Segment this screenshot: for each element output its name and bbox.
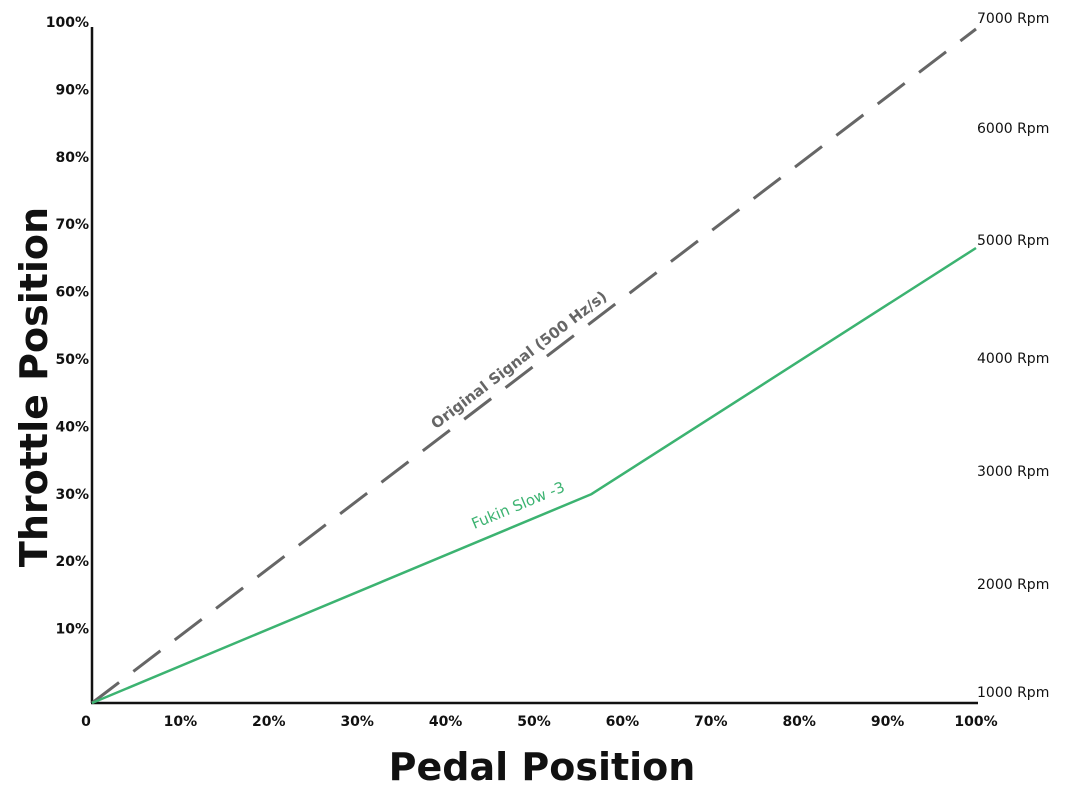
y-tick-label: 100% <box>46 15 89 31</box>
y-axis-title: Throttle Position <box>12 207 56 567</box>
x-tick-label: 80% <box>782 714 816 730</box>
rpm-label: 6000 Rpm <box>977 121 1049 137</box>
tick-labels: 0 10% 20% 30% 40% 50% 60% 70% 80% 90% 100% 10% 20% 30… <box>46 11 1050 730</box>
rpm-label: 4000 Rpm <box>977 351 1049 367</box>
rpm-label: 1000 Rpm <box>977 685 1049 701</box>
rpm-label: 3000 Rpm <box>977 464 1049 480</box>
y-tick-label: 10% <box>55 622 89 638</box>
y-tick-label: 80% <box>55 150 89 166</box>
x-tick-label: 60% <box>606 714 640 730</box>
y-tick-label: 60% <box>55 285 89 301</box>
rpm-label: 5000 Rpm <box>977 233 1049 249</box>
x-tick-label: 20% <box>252 714 286 730</box>
fukin-slow-line <box>91 246 977 705</box>
x-tick-label: 0 <box>81 714 91 730</box>
y-tick-label: 30% <box>55 487 89 503</box>
x-tick-label: 10% <box>164 714 198 730</box>
x-tick-label: 50% <box>517 714 551 730</box>
x-tick-label: 40% <box>429 714 463 730</box>
original-signal-line <box>91 27 977 705</box>
series-lines <box>91 27 977 705</box>
axes <box>90 27 978 705</box>
original-signal-label: Original Signal (500 Hz/s) <box>428 287 611 432</box>
x-tick-label: 70% <box>694 714 728 730</box>
y-tick-label: 50% <box>55 352 89 368</box>
y-tick-label: 40% <box>55 419 89 435</box>
x-tick-label: 90% <box>871 714 905 730</box>
y-tick-label: 90% <box>55 82 89 98</box>
x-tick-label: 100% <box>954 714 997 730</box>
x-tick-label: 30% <box>340 714 374 730</box>
rpm-label: 7000 Rpm <box>977 11 1049 27</box>
series-labels: Original Signal (500 Hz/s)Fukin Slow -3 <box>428 287 611 533</box>
y-tick-label: 70% <box>55 217 89 233</box>
y-tick-label: 20% <box>55 554 89 570</box>
x-axis-title: Pedal Position <box>389 745 696 789</box>
rpm-label: 2000 Rpm <box>977 577 1049 593</box>
